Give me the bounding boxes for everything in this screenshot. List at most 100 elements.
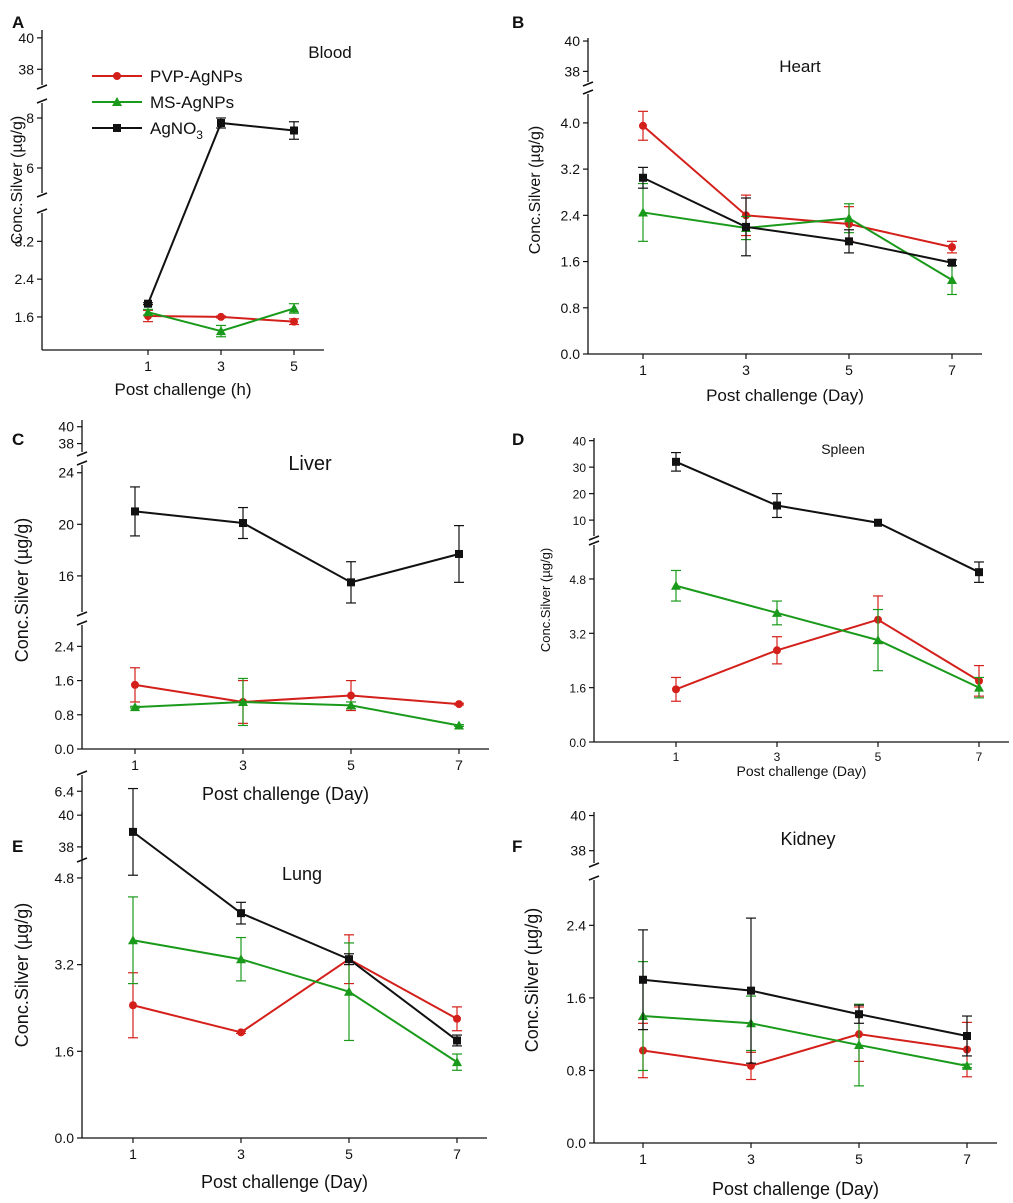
chart-title: Spleen	[821, 441, 865, 457]
data-point	[290, 317, 298, 326]
data-point	[239, 519, 247, 528]
data-point	[963, 1031, 971, 1040]
x-tick-label: 7	[453, 1146, 461, 1162]
data-point	[144, 299, 152, 308]
x-tick-label: 5	[855, 1151, 863, 1167]
x-tick-label: 3	[747, 1151, 755, 1167]
axis-break-mark	[76, 460, 88, 466]
chart-title: Heart	[779, 57, 821, 76]
y-tick-label: 38	[18, 61, 34, 77]
panel-e: E 0.0 1.6 3.2 4.8 6.4 38 40 1 3 5 7 Post challenge (…	[12, 770, 487, 1192]
y-tick-label: 38	[58, 436, 74, 452]
y-axis-label: Conc.Silver (µg/g)	[538, 548, 553, 652]
x-tick-label: 3	[774, 750, 781, 764]
y-tick-label: 38	[564, 63, 580, 79]
y-tick-label: 0.0	[55, 1130, 75, 1146]
x-axis-label: Post challenge (Day)	[202, 784, 369, 804]
y-tick-label: 3.2	[55, 957, 75, 973]
axis-break-mark	[36, 98, 48, 104]
x-axis-label: Post challenge (Day)	[712, 1179, 879, 1199]
axis-break-mark	[588, 862, 600, 868]
x-axis-label: Post challenge (Day)	[737, 763, 867, 779]
panel-label: D	[512, 430, 524, 449]
series-agno3	[671, 451, 984, 583]
data-point	[129, 827, 137, 836]
y-tick-label: 1.6	[55, 673, 75, 689]
y-tick-label: 40	[18, 30, 34, 46]
y-tick-label: 2.4	[55, 638, 75, 654]
x-axis-label: Post challenge (Day)	[706, 386, 864, 405]
panel-f: F 0.0 0.8 1.6 2.4 38 40 1 3 5 7 Post challenge (Day…	[512, 808, 997, 1199]
series-ms-agnps	[143, 303, 299, 338]
y-tick-label: 0.0	[569, 736, 586, 750]
data-point	[454, 720, 464, 730]
x-tick-label: 1	[131, 757, 139, 773]
data-point	[237, 1028, 245, 1037]
chart-title: Blood	[308, 43, 351, 62]
data-point	[742, 222, 750, 231]
y-axis-label: Conc.Silver (µg/g)	[9, 116, 26, 244]
data-point	[453, 1014, 461, 1023]
series-ms-agnps	[128, 896, 462, 1071]
axis-break-mark	[76, 620, 88, 626]
data-point	[346, 700, 356, 710]
series-pvp-agnps	[130, 667, 464, 724]
legend-subscript: 3	[196, 128, 203, 142]
series-line	[642, 978, 968, 1037]
series-ms-agnps	[130, 677, 464, 730]
data-point	[948, 258, 956, 267]
data-point	[347, 691, 355, 700]
series-line	[642, 1033, 968, 1067]
y-tick-label: 0.0	[561, 346, 581, 362]
panel-b: B 0.0 0.8 1.6 2.4 3.2 4.0 38 40 1 3 5 7 Post challeng…	[512, 13, 982, 405]
axis-break-mark	[76, 451, 88, 457]
y-tick-label: 30	[573, 461, 587, 475]
data-point	[128, 935, 138, 945]
x-tick-label: 3	[237, 1146, 245, 1162]
y-tick-label: 1.6	[561, 254, 581, 270]
series-line	[134, 683, 460, 706]
data-point	[131, 507, 139, 516]
x-tick-label: 5	[345, 1146, 353, 1162]
series-line	[675, 618, 980, 691]
data-point	[672, 457, 680, 466]
x-tick-label: 1	[639, 362, 647, 378]
data-point	[873, 635, 883, 645]
chart-title: Lung	[282, 864, 322, 884]
axis-break-mark	[582, 81, 594, 87]
data-point	[216, 326, 226, 336]
x-tick-label: 5	[875, 750, 882, 764]
panel-d: D 0.0 1.6 3.2 4.8 10 20 30 40 1 3 5 7 Post challenge …	[512, 430, 1009, 779]
legend-marker	[113, 124, 121, 132]
data-point	[747, 986, 755, 995]
y-tick-label: 0.8	[567, 1062, 587, 1078]
series-line	[642, 176, 953, 264]
y-tick-label: 16	[58, 568, 74, 584]
data-point	[453, 1036, 461, 1045]
y-tick-label: 6	[26, 160, 34, 176]
data-point	[975, 568, 983, 577]
y-tick-label: 38	[58, 839, 74, 855]
y-axis-label: Conc.Silver (µg/g)	[12, 903, 32, 1047]
series-line	[642, 211, 953, 281]
series-line	[642, 125, 953, 249]
y-tick-label: 1.6	[569, 682, 586, 696]
y-tick-label: 3.2	[15, 233, 35, 249]
y-tick-label: 24	[58, 465, 74, 481]
y-tick-label: 8	[26, 110, 34, 126]
y-tick-label: 38	[570, 843, 586, 859]
data-point	[347, 578, 355, 587]
x-tick-label: 1	[673, 750, 680, 764]
data-point	[845, 237, 853, 246]
axis-break-mark	[582, 89, 594, 95]
data-point	[217, 119, 225, 127]
y-tick-label: 40	[564, 33, 580, 49]
series-pvp-agnps	[128, 934, 462, 1039]
data-point	[344, 986, 354, 996]
panel-label: A	[12, 13, 24, 32]
y-tick-label: 1.6	[567, 990, 587, 1006]
data-point	[238, 696, 248, 706]
y-tick-label: 4.0	[561, 115, 581, 131]
